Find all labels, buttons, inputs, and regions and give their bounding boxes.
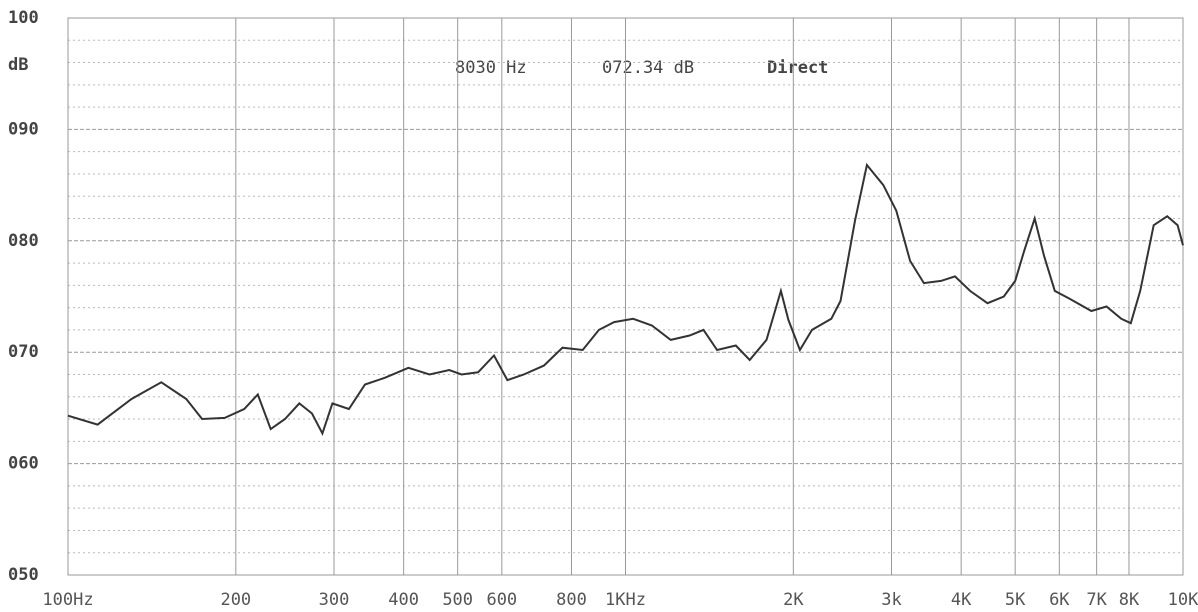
x-tick-label: 7K bbox=[1086, 590, 1107, 610]
x-tick-label: 400 bbox=[388, 590, 419, 610]
x-tick-label: 800 bbox=[556, 590, 587, 610]
y-axis-label: dB bbox=[8, 55, 28, 75]
y-tick-label: 090 bbox=[8, 119, 39, 139]
x-tick-label: 3k bbox=[881, 590, 901, 610]
x-tick-label: 100Hz bbox=[42, 590, 93, 610]
x-tick-label: 500 bbox=[442, 590, 473, 610]
x-tick-label: 8K bbox=[1119, 590, 1140, 610]
x-tick-label: 200 bbox=[220, 590, 251, 610]
x-tick-label: 1KHz bbox=[605, 590, 646, 610]
x-tick-label: 5K bbox=[1005, 590, 1026, 610]
y-tick-label: 080 bbox=[8, 231, 39, 251]
x-tick-label: 300 bbox=[319, 590, 350, 610]
x-tick-label: 600 bbox=[486, 590, 517, 610]
readout-mode: Direct bbox=[767, 58, 828, 78]
x-tick-label: 10K bbox=[1168, 590, 1198, 610]
y-tick-label: 070 bbox=[8, 342, 39, 362]
x-tick-label: 4K bbox=[951, 590, 972, 610]
x-tick-label: 2K bbox=[783, 590, 804, 610]
x-tick-label: 6K bbox=[1049, 590, 1070, 610]
y-tick-label: 060 bbox=[8, 454, 39, 474]
readout-freq: 8030 Hz bbox=[455, 58, 527, 78]
response-line bbox=[67, 162, 1184, 437]
y-tick-label: 050 bbox=[8, 565, 39, 585]
y-tick-label: 100 bbox=[8, 8, 39, 28]
readout-level: 072.34 dB bbox=[602, 58, 694, 78]
